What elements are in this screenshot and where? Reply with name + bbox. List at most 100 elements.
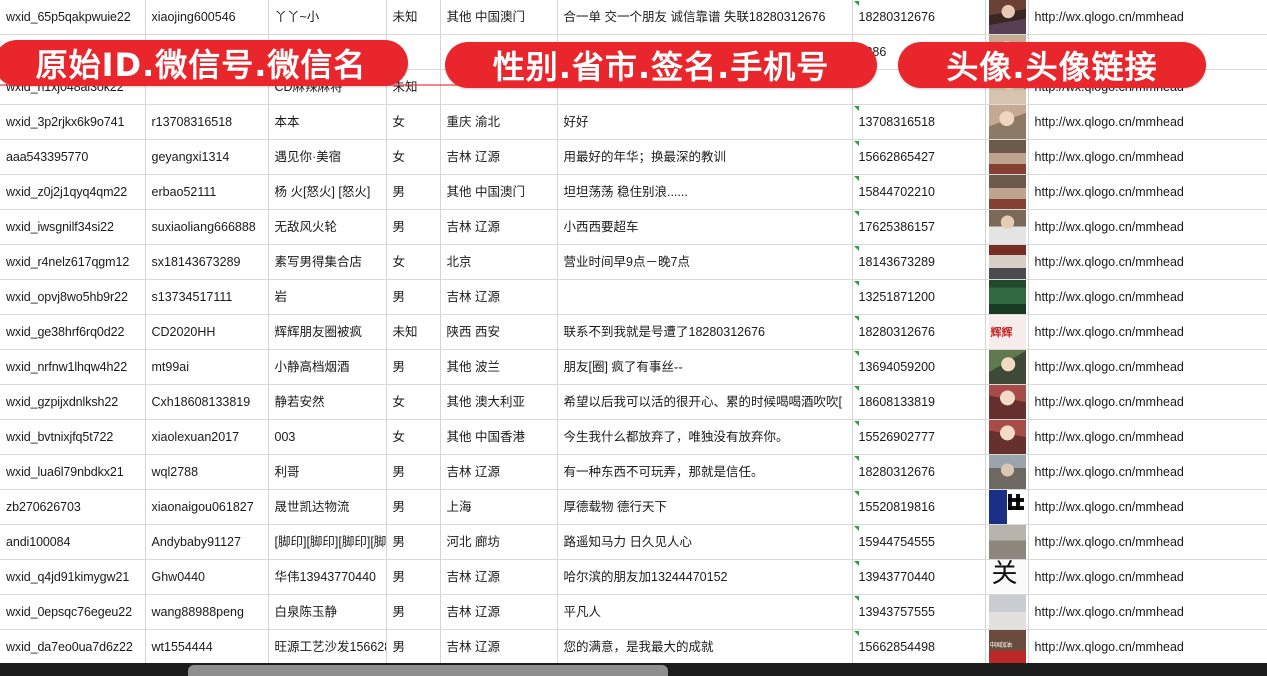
cell-signature[interactable]: 营业时间早9点－晚7点	[557, 244, 853, 280]
cell-phone[interactable]: 15944754555	[852, 524, 986, 560]
cell-wechat-name[interactable]: 丫丫~小	[268, 0, 387, 35]
cell-wechat-id[interactable]: xiaonaigou061827	[145, 489, 269, 525]
cell-original-id[interactable]: zb270626703	[0, 489, 146, 525]
table-row[interactable]: wxid_ge38hrf6rq0d22 CD2020HH 辉辉朋友圈被疯 未知 陕西 西…	[0, 314, 1267, 350]
cell-avatar-url[interactable]: http://wx.qlogo.cn/mmhead	[1028, 384, 1267, 420]
cell-wechat-id[interactable]: Andybaby91127	[145, 524, 269, 560]
cell-phone[interactable]: 15662854498	[852, 629, 986, 665]
cell-avatar[interactable]	[985, 314, 1029, 350]
cell-avatar-url[interactable]: http://wx.qlogo.cn/mmhead	[1028, 489, 1267, 525]
cell-wechat-id[interactable]: sx18143673289	[145, 244, 269, 280]
cell-province-city[interactable]: 其他 波兰	[440, 349, 558, 385]
cell-original-id[interactable]: wxid_z0j2j1qyq4qm22	[0, 174, 146, 210]
cell-phone[interactable]: 13694059200	[852, 349, 986, 385]
cell-original-id[interactable]: wxid_gzpijxdnlksh22	[0, 384, 146, 420]
cell-avatar-url[interactable]: http://wx.qlogo.cn/mmhead	[1028, 349, 1267, 385]
table-row[interactable]: wxid_3p2rjkx6k9o741 r13708316518 本本女重庆 渝北好…	[0, 104, 1267, 140]
cell-phone[interactable]: 18280312676	[852, 314, 986, 350]
cell-wechat-name[interactable]: [脚印][脚印][脚印][脚印	[268, 524, 387, 560]
cell-wechat-name[interactable]: 晟世凯达物流	[268, 489, 387, 525]
cell-signature[interactable]: 朋友[圈] 疯了有事丝֊֊	[557, 349, 853, 385]
table-row[interactable]: wxid_da7eo0ua7d6z22wt1554444旺源工艺沙发156628…	[0, 629, 1267, 665]
cell-phone[interactable]: 15844702210	[852, 174, 986, 210]
cell-province-city[interactable]: 其他 中国澳门	[440, 0, 558, 35]
table-row[interactable]: wxid_nrfnw1lhqw4h22 mt99ai 小静高档烟酒男其他 波兰 朋友[…	[0, 349, 1267, 385]
cell-province-city[interactable]: 吉林 辽源	[440, 209, 558, 245]
cell-wechat-name[interactable]: 003	[268, 419, 387, 455]
cell-province-city[interactable]: 上海	[440, 489, 558, 525]
cell-wechat-id[interactable]: xiaolexuan2017	[145, 419, 269, 455]
cell-phone[interactable]: 18143673289	[852, 244, 986, 280]
cell-wechat-name[interactable]: 利哥	[268, 454, 387, 490]
cell-phone[interactable]: 13251871200	[852, 279, 986, 315]
cell-original-id[interactable]: wxid_65p5qakpwuie22	[0, 0, 146, 35]
cell-signature[interactable]: 平凡人	[557, 594, 853, 630]
cell-avatar[interactable]	[985, 104, 1029, 140]
cell-province-city[interactable]: 其他 中国香港	[440, 419, 558, 455]
cell-phone[interactable]: 13708316518	[852, 104, 986, 140]
cell-avatar[interactable]	[985, 349, 1029, 385]
cell-avatar[interactable]	[985, 139, 1029, 175]
cell-phone[interactable]: 13943757555	[852, 594, 986, 630]
cell-original-id[interactable]: wxid_nrfnw1lhqw4h22	[0, 349, 146, 385]
cell-province-city[interactable]: 重庆 渝北	[440, 104, 558, 140]
cell-gender[interactable]: 男	[386, 279, 441, 315]
cell-gender[interactable]: 男	[386, 349, 441, 385]
cell-avatar[interactable]	[985, 0, 1029, 35]
cell-province-city[interactable]: 其他 澳大利亚	[440, 384, 558, 420]
cell-phone[interactable]: 15526902777	[852, 419, 986, 455]
cell-province-city[interactable]: 北京	[440, 244, 558, 280]
cell-gender[interactable]: 未知	[386, 0, 441, 35]
cell-wechat-id[interactable]: wang88988peng	[145, 594, 269, 630]
table-row[interactable]: wxid_65p5qakpwuie22 xiaojing600546 丫丫~小 未知其…	[0, 0, 1267, 35]
cell-province-city[interactable]: 吉林 辽源	[440, 454, 558, 490]
table-row[interactable]: zb270626703 xiaonaigou061827 晟世凯达物流男上海 厚德载物…	[0, 489, 1267, 525]
cell-avatar[interactable]	[985, 279, 1029, 315]
cell-gender[interactable]: 男	[386, 209, 441, 245]
cell-avatar-url[interactable]: http://wx.qlogo.cn/mmhead	[1028, 419, 1267, 455]
cell-original-id[interactable]: wxid_opvj8wo5hb9r22	[0, 279, 146, 315]
cell-avatar-url[interactable]: http://wx.qlogo.cn/mmhead	[1028, 594, 1267, 630]
cell-wechat-id[interactable]: Cxh18608133819	[145, 384, 269, 420]
cell-wechat-id[interactable]: wql2788	[145, 454, 269, 490]
cell-wechat-name[interactable]: 静若安然	[268, 384, 387, 420]
cell-original-id[interactable]: wxid_iwsgnilf34si22	[0, 209, 146, 245]
cell-wechat-id[interactable]: suxiaoliang666888	[145, 209, 269, 245]
cell-wechat-id[interactable]: xiaojing600546	[145, 0, 269, 35]
cell-gender[interactable]: 男	[386, 594, 441, 630]
cell-signature[interactable]: 坦坦荡荡 稳住别浪......	[557, 174, 853, 210]
cell-gender[interactable]: 男	[386, 524, 441, 560]
cell-avatar-url[interactable]: http://wx.qlogo.cn/mmhead	[1028, 139, 1267, 175]
table-row[interactable]: wxid_opvj8wo5hb9r22 s13734517111 岩男吉林 辽源 13…	[0, 279, 1267, 315]
cell-avatar[interactable]	[985, 209, 1029, 245]
cell-wechat-id[interactable]: mt99ai	[145, 349, 269, 385]
cell-wechat-name[interactable]: 杨 火[怒火] [怒火]	[268, 174, 387, 210]
cell-avatar[interactable]	[985, 419, 1029, 455]
cell-original-id[interactable]: wxid_da7eo0ua7d6z22	[0, 629, 146, 665]
cell-gender[interactable]: 女	[386, 139, 441, 175]
cell-signature[interactable]: 用最好的年华；换最深的教训	[557, 139, 853, 175]
cell-signature[interactable]: 路遥知马力 日久见人心	[557, 524, 853, 560]
cell-province-city[interactable]: 河北 廊坊	[440, 524, 558, 560]
cell-gender[interactable]: 女	[386, 384, 441, 420]
cell-original-id[interactable]: wxid_0epsqc76egeu22	[0, 594, 146, 630]
table-row[interactable]: wxid_z0j2j1qyq4qm22 erbao52111 杨 火[怒火] [怒火…	[0, 174, 1267, 210]
cell-wechat-name[interactable]: 白泉陈玉静	[268, 594, 387, 630]
cell-original-id[interactable]: wxid_ge38hrf6rq0d22	[0, 314, 146, 350]
cell-signature[interactable]: 联系不到我就是号遭了18280312676	[557, 314, 853, 350]
cell-wechat-id[interactable]: geyangxi1314	[145, 139, 269, 175]
cell-gender[interactable]: 男	[386, 559, 441, 595]
cell-avatar-url[interactable]: http://wx.qlogo.cn/mmhead	[1028, 559, 1267, 595]
cell-avatar-url[interactable]: http://wx.qlogo.cn/mmhead	[1028, 454, 1267, 490]
cell-province-city[interactable]: 陕西 西安	[440, 314, 558, 350]
cell-avatar-url[interactable]: http://wx.qlogo.cn/mmhead	[1028, 629, 1267, 665]
cell-phone[interactable]: 18608133819	[852, 384, 986, 420]
cell-gender[interactable]: 男	[386, 454, 441, 490]
cell-avatar-url[interactable]: http://wx.qlogo.cn/mmhead	[1028, 104, 1267, 140]
table-row[interactable]: wxid_lua6l79nbdkx21 wql2788 利哥男吉林 辽源 有一种东西不…	[0, 454, 1267, 490]
cell-gender[interactable]: 女	[386, 244, 441, 280]
cell-wechat-name[interactable]: 无敌风火轮	[268, 209, 387, 245]
cell-gender[interactable]: 男	[386, 489, 441, 525]
cell-wechat-name[interactable]: 岩	[268, 279, 387, 315]
cell-original-id[interactable]: wxid_bvtnixjfq5t722	[0, 419, 146, 455]
